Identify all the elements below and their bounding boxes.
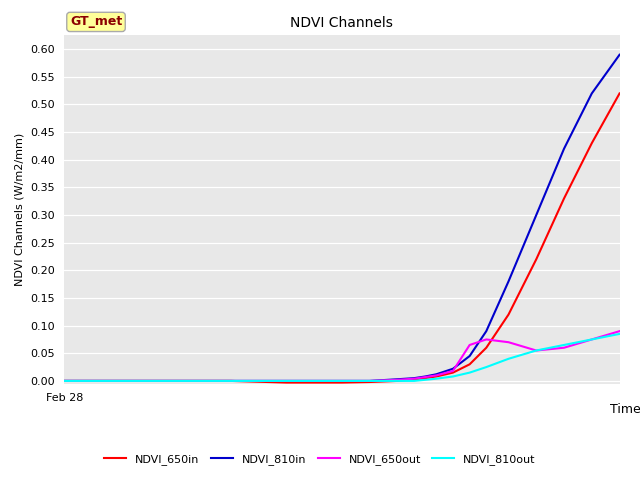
NDVI_810in: [283, 378, 291, 384]
NDVI_810in: [421, 373, 429, 379]
NDVI_650in: [433, 373, 440, 379]
NDVI_810out: [227, 378, 235, 384]
NDVI_650in: [116, 378, 124, 384]
NDVI_650in: [532, 256, 540, 262]
NDVI_810out: [421, 377, 429, 383]
NDVI_810in: [505, 278, 513, 284]
NDVI_650out: [410, 376, 418, 382]
NDVI_650out: [227, 378, 235, 384]
Line: NDVI_810out: NDVI_810out: [65, 334, 620, 381]
NDVI_810out: [283, 378, 291, 384]
NDVI_650in: [421, 375, 429, 381]
NDVI_810in: [466, 353, 474, 359]
NDVI_810out: [466, 370, 474, 375]
NDVI_810out: [410, 378, 418, 384]
NDVI_650in: [283, 380, 291, 385]
NDVI_810in: [172, 378, 179, 384]
NDVI_810out: [366, 378, 374, 384]
NDVI_650out: [172, 378, 179, 384]
NDVI_810in: [433, 372, 440, 377]
Title: NDVI Channels: NDVI Channels: [291, 16, 394, 30]
Legend: NDVI_650in, NDVI_810in, NDVI_650out, NDVI_810out: NDVI_650in, NDVI_810in, NDVI_650out, NDV…: [100, 450, 540, 469]
NDVI_810in: [560, 146, 568, 152]
NDVI_810in: [588, 91, 596, 96]
NDVI_650out: [433, 372, 440, 378]
NDVI_810in: [227, 378, 235, 384]
NDVI_650out: [588, 336, 596, 342]
NDVI_650out: [466, 342, 474, 348]
Line: NDVI_810in: NDVI_810in: [65, 55, 620, 381]
NDVI_650in: [560, 195, 568, 201]
NDVI_810out: [532, 348, 540, 353]
NDVI_650in: [483, 345, 490, 350]
NDVI_650out: [394, 377, 401, 383]
NDVI_810in: [410, 375, 418, 381]
NDVI_650in: [466, 361, 474, 367]
NDVI_650out: [366, 378, 374, 384]
NDVI_650out: [532, 348, 540, 353]
NDVI_650in: [505, 312, 513, 317]
NDVI_810in: [61, 378, 68, 384]
NDVI_650in: [366, 379, 374, 385]
NDVI_650out: [483, 336, 490, 342]
NDVI_810out: [560, 342, 568, 348]
NDVI_810in: [616, 52, 623, 58]
NDVI_810out: [338, 378, 346, 384]
NDVI_650out: [560, 345, 568, 350]
NDVI_810in: [116, 378, 124, 384]
NDVI_810in: [366, 378, 374, 384]
NDVI_650in: [588, 140, 596, 146]
NDVI_650in: [227, 378, 235, 384]
Text: GT_met: GT_met: [70, 15, 122, 28]
NDVI_810out: [116, 378, 124, 384]
NDVI_650in: [616, 91, 623, 96]
X-axis label: Time: Time: [610, 403, 640, 416]
NDVI_810in: [483, 328, 490, 334]
NDVI_650out: [505, 339, 513, 345]
Line: NDVI_650in: NDVI_650in: [65, 94, 620, 383]
NDVI_810in: [394, 376, 401, 382]
NDVI_810out: [449, 373, 457, 379]
NDVI_810out: [505, 356, 513, 361]
Y-axis label: NDVI Channels (W/m2/mm): NDVI Channels (W/m2/mm): [15, 133, 25, 286]
NDVI_650in: [338, 380, 346, 385]
NDVI_650out: [61, 378, 68, 384]
NDVI_810in: [532, 212, 540, 218]
NDVI_650in: [61, 378, 68, 384]
NDVI_650out: [616, 328, 623, 334]
Line: NDVI_650out: NDVI_650out: [65, 331, 620, 381]
NDVI_810out: [394, 378, 401, 384]
NDVI_650in: [410, 376, 418, 382]
NDVI_810out: [588, 336, 596, 342]
NDVI_810out: [433, 376, 440, 382]
NDVI_650out: [116, 378, 124, 384]
NDVI_810in: [338, 378, 346, 384]
NDVI_810out: [483, 364, 490, 370]
NDVI_810out: [61, 378, 68, 384]
NDVI_650in: [172, 378, 179, 384]
NDVI_810in: [449, 366, 457, 372]
NDVI_650out: [449, 368, 457, 374]
NDVI_650out: [283, 378, 291, 384]
NDVI_810out: [172, 378, 179, 384]
NDVI_650out: [421, 374, 429, 380]
NDVI_810out: [616, 331, 623, 337]
NDVI_650in: [394, 378, 401, 384]
NDVI_650out: [338, 378, 346, 384]
NDVI_650in: [449, 370, 457, 375]
